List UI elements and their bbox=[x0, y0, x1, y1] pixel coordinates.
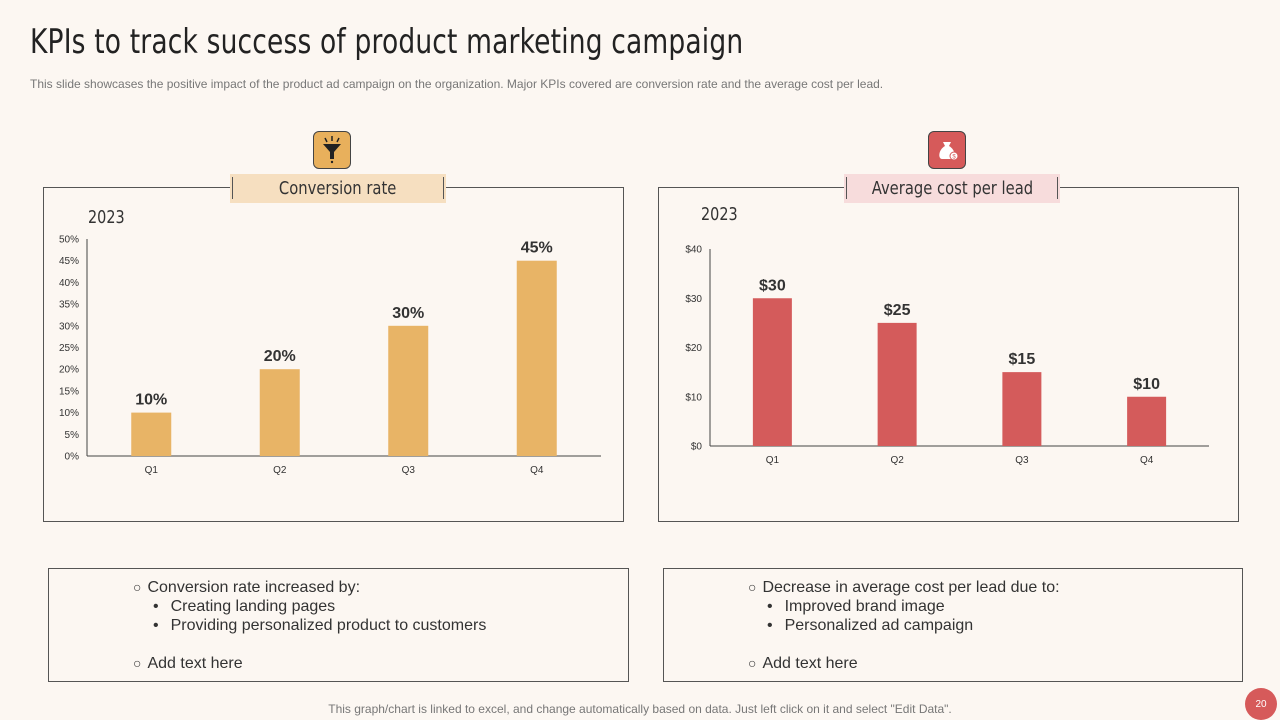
bar-q1 bbox=[131, 412, 172, 456]
data-label: $15 bbox=[1009, 351, 1036, 368]
money-bag-icon: $ bbox=[928, 131, 966, 169]
y-tick-label: $10 bbox=[685, 392, 702, 403]
bar-q4 bbox=[1127, 396, 1167, 446]
funnel-icon bbox=[313, 131, 351, 169]
conversion-note-sub: Providing personalized product to custom… bbox=[170, 617, 487, 634]
bar-q3 bbox=[1002, 372, 1042, 446]
y-tick-label: 35% bbox=[59, 300, 79, 311]
y-tick-label: $0 bbox=[691, 442, 703, 453]
x-tick-label: Q2 bbox=[890, 455, 904, 466]
dot-bullet-icon: • bbox=[153, 598, 159, 615]
x-tick-label: Q4 bbox=[530, 465, 544, 476]
x-tick-label: Q3 bbox=[1015, 455, 1029, 466]
dot-bullet-icon: • bbox=[153, 617, 159, 634]
data-label: $10 bbox=[1133, 376, 1160, 393]
conversion-rate-chart: 0% 5% 10% 15% 20% 25% 30% 35% 40% 45% 50% 10% Q1 20% Q… bbox=[59, 235, 601, 476]
dot-bullet-icon: • bbox=[767, 617, 773, 634]
conversion-notes-box: ○ Conversion rate increased by: • Creating… bbox=[48, 568, 629, 682]
circle-bullet-icon: ○ bbox=[748, 655, 757, 671]
footer-note: This graph/chart is linked to excel, and… bbox=[328, 702, 952, 716]
cost-note-sub: Improved brand image bbox=[784, 598, 945, 615]
svg-text:$: $ bbox=[952, 155, 956, 161]
y-tick-label: $40 bbox=[685, 245, 702, 256]
data-label: 10% bbox=[135, 392, 167, 409]
y-tick-label: 15% bbox=[59, 386, 79, 397]
data-label: 45% bbox=[521, 240, 553, 257]
conversion-year: 2023 bbox=[88, 207, 125, 228]
circle-bullet-icon: ○ bbox=[133, 579, 142, 595]
cost-year: 2023 bbox=[701, 204, 738, 225]
bar-q2 bbox=[259, 369, 300, 456]
y-tick-label: 45% bbox=[59, 256, 79, 267]
x-tick-label: Q4 bbox=[1140, 455, 1154, 466]
conversion-note-extra: Add text here bbox=[147, 655, 243, 672]
y-tick-label: $30 bbox=[685, 294, 702, 305]
data-label: $25 bbox=[884, 302, 911, 319]
y-tick-label: $20 bbox=[685, 343, 702, 354]
x-tick-label: Q2 bbox=[273, 465, 287, 476]
page-title: KPIs to track success of product marketi… bbox=[30, 22, 744, 62]
cost-notes-box: ○ Decrease in average cost per lead due t… bbox=[663, 568, 1243, 682]
conversion-rate-label: Conversion rate bbox=[230, 174, 446, 203]
cost-note-main: Decrease in average cost per lead due to… bbox=[762, 579, 1060, 596]
page-subtitle: This slide showcases the positive impact… bbox=[30, 77, 884, 91]
x-tick-label: Q1 bbox=[145, 465, 159, 476]
y-tick-label: 10% bbox=[59, 408, 79, 419]
y-tick-label: 30% bbox=[59, 321, 79, 332]
cost-per-lead-chart: $0 $10 $20 $30 $40 $30 Q1 $25 Q2 $15 Q3 $10 Q4 bbox=[685, 245, 1209, 466]
data-label: 30% bbox=[392, 305, 424, 322]
data-label: 20% bbox=[264, 348, 296, 365]
bar-q3 bbox=[388, 325, 429, 456]
y-tick-label: 40% bbox=[59, 278, 79, 289]
circle-bullet-icon: ○ bbox=[748, 579, 757, 595]
x-tick-label: Q3 bbox=[402, 465, 416, 476]
page-number: 20 bbox=[1245, 688, 1277, 720]
dot-bullet-icon: • bbox=[767, 598, 773, 615]
y-tick-label: 20% bbox=[59, 365, 79, 376]
y-tick-label: 0% bbox=[65, 452, 80, 463]
circle-bullet-icon: ○ bbox=[133, 655, 142, 671]
bar-q4 bbox=[516, 260, 557, 456]
bar-q2 bbox=[877, 322, 917, 446]
cost-note-sub: Personalized ad campaign bbox=[784, 617, 974, 634]
x-tick-label: Q1 bbox=[766, 455, 780, 466]
conversion-note-sub: Creating landing pages bbox=[170, 598, 336, 615]
y-tick-label: 50% bbox=[59, 235, 79, 246]
average-cost-label: Average cost per lead bbox=[844, 174, 1060, 203]
bar-q1 bbox=[752, 298, 792, 446]
conversion-note-main: Conversion rate increased by: bbox=[147, 579, 361, 596]
y-tick-label: 5% bbox=[65, 430, 80, 441]
cost-note-extra: Add text here bbox=[762, 655, 858, 672]
y-tick-label: 25% bbox=[59, 343, 79, 354]
data-label: $30 bbox=[759, 277, 786, 294]
